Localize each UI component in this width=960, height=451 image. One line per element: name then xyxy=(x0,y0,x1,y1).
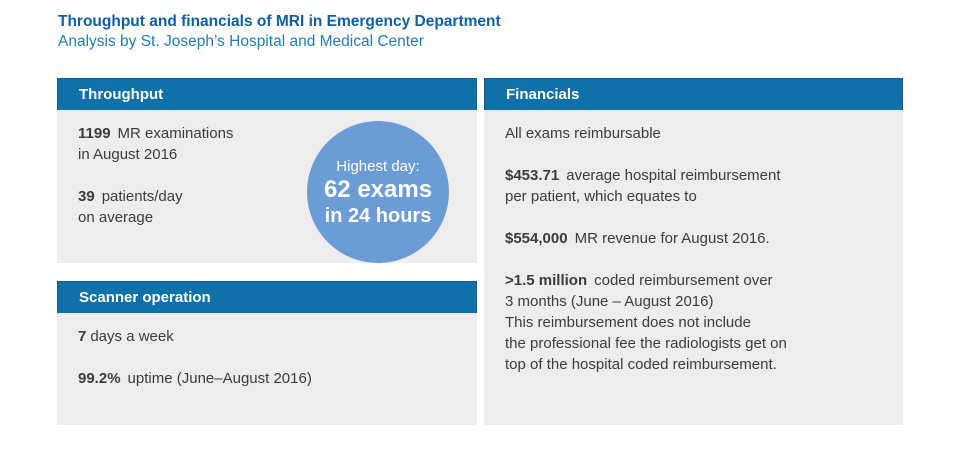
uptime-value: 99.2% xyxy=(78,370,121,387)
days-per-week-stat: 7 days a week xyxy=(78,326,477,347)
mr-revenue-value: $554,000 xyxy=(505,230,568,247)
highest-day-badge-unit: in 24 hours xyxy=(324,204,432,227)
coded-reimbursement-line3: This reimbursement does not include xyxy=(505,314,751,331)
highest-day-badge-caption: Highest day: xyxy=(336,157,420,175)
page-subtitle: Analysis by St. Joseph’s Hospital and Me… xyxy=(58,33,424,50)
financials-panel: Financials All exams reimbursable $453.7… xyxy=(484,78,903,425)
highest-day-badge: Highest day: 62 exams in 24 hours xyxy=(307,121,449,263)
financials-panel-body: All exams reimbursable $453.71 average ho… xyxy=(484,110,903,425)
throughput-panel: Throughput 1199 MR examinations in August… xyxy=(57,78,477,263)
avg-reimbursement-value: $453.71 xyxy=(505,167,560,184)
all-exams-reimbursable-text: All exams reimbursable xyxy=(505,125,661,142)
mr-examinations-stat: 1199 MR examinations in August 2016 xyxy=(78,123,477,165)
coded-reimbursement-line2: 3 months (June – August 2016) xyxy=(505,293,714,310)
mr-examinations-value: 1199 xyxy=(78,125,111,142)
financials-panel-header: Financials xyxy=(484,78,903,110)
coded-reimbursement-line5: top of the hospital coded reimbursement. xyxy=(505,356,777,373)
coded-reimbursement-label: coded reimbursement over xyxy=(594,272,773,289)
patients-per-day-stat: 39 patients/day on average xyxy=(78,186,477,228)
days-per-week-label: days a week xyxy=(90,328,174,345)
uptime-stat: 99.2% uptime (June–August 2016) xyxy=(78,368,477,389)
mr-examinations-label: MR examinations xyxy=(117,125,234,142)
uptime-label: uptime (June–August 2016) xyxy=(127,370,312,387)
scanner-operation-panel-body: 7 days a week 99.2% uptime (June–August 20… xyxy=(57,313,477,425)
throughput-panel-header: Throughput xyxy=(57,78,477,110)
avg-reimbursement-label: average hospital reimbursement xyxy=(566,167,781,184)
page-title: Throughput and financials of MRI in Emer… xyxy=(58,13,501,30)
mr-revenue-stat: $554,000 MR revenue for August 2016. xyxy=(505,228,903,249)
highest-day-badge-value: 62 exams xyxy=(323,175,433,203)
days-per-week-value: 7 xyxy=(78,328,87,345)
patients-per-day-label-line2: on average xyxy=(78,209,154,226)
avg-reimbursement-stat: $453.71 average hospital reimbursement pe… xyxy=(505,165,903,207)
scanner-operation-panel: Scanner operation 7 days a week 99.2% upti… xyxy=(57,281,477,425)
coded-reimbursement-value: >1.5 million xyxy=(505,272,588,289)
mr-revenue-label: MR revenue for August 2016. xyxy=(574,230,770,247)
scanner-operation-panel-header: Scanner operation xyxy=(57,281,477,313)
page-header: Throughput and financials of MRI in Emer… xyxy=(58,12,501,52)
throughput-panel-body: 1199 MR examinations in August 2016 39 pat… xyxy=(57,110,477,263)
coded-reimbursement-stat: >1.5 million coded reimbursement over 3 m… xyxy=(505,270,903,375)
mr-examinations-label-line2: in August 2016 xyxy=(78,146,178,163)
patients-per-day-value: 39 xyxy=(78,188,95,205)
avg-reimbursement-label-line2: per patient, which equates to xyxy=(505,188,697,205)
patients-per-day-label: patients/day xyxy=(101,188,183,205)
coded-reimbursement-line4: the professional fee the radiologists ge… xyxy=(505,335,787,352)
